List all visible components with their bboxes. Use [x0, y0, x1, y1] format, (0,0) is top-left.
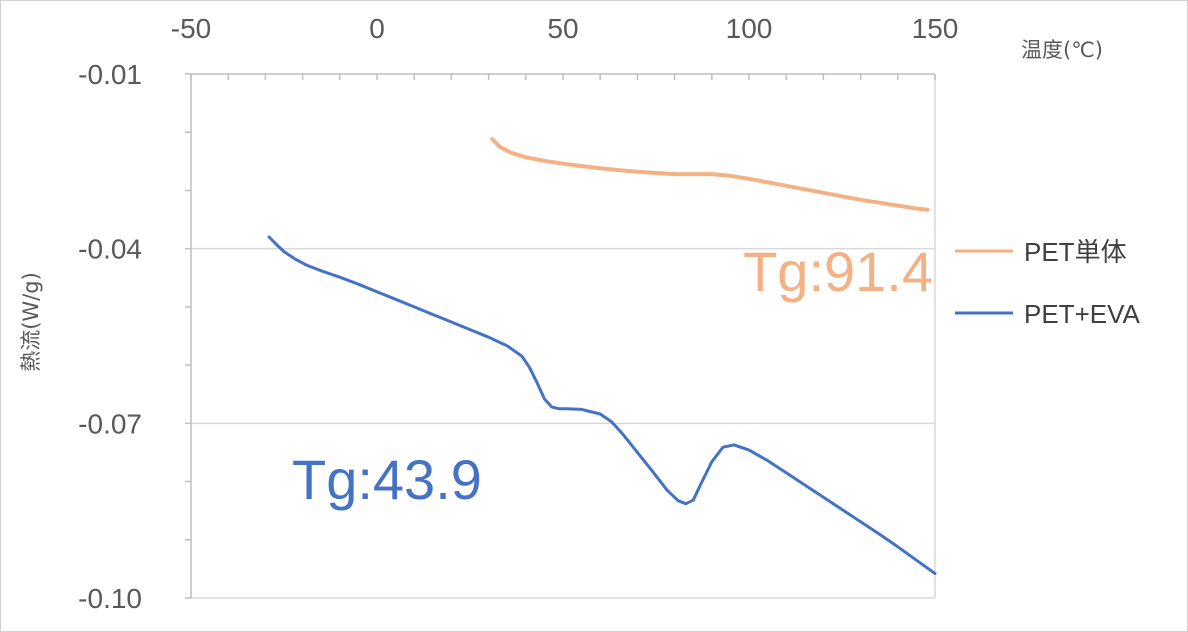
series-line-0	[490, 137, 930, 212]
x-tick-label-0: -50	[171, 13, 211, 44]
annotation-tg-pet-eva: Tg:43.9	[292, 448, 482, 511]
legend-label-pet: PET単体	[1024, 237, 1127, 267]
series-lines	[267, 137, 937, 575]
series-line-1	[267, 235, 937, 575]
y-tick-label-3: -0.10	[78, 583, 142, 614]
x-tick-label-3: 100	[726, 13, 773, 44]
legend: PET単体 PET+EVA	[955, 237, 1141, 329]
y-axis: -0.01 -0.04 -0.07 -0.10	[78, 59, 191, 614]
y-tick-label-1: -0.04	[78, 234, 142, 265]
x-axis-title: 温度(℃)	[1021, 38, 1103, 62]
x-tick-label-1: 0	[369, 13, 385, 44]
annotation-tg-pet: Tg:91.4	[743, 240, 933, 303]
y-tick-label-0: -0.01	[78, 59, 142, 90]
plot-area	[190, 73, 936, 598]
gridlines	[191, 247, 935, 599]
x-tick-label-2: 50	[547, 13, 578, 44]
y-tick-label-2: -0.07	[78, 408, 142, 439]
x-axis: -50 0 50 100 150	[171, 13, 959, 80]
legend-label-pet-eva: PET+EVA	[1024, 299, 1141, 329]
x-tick-label-4: 150	[912, 13, 959, 44]
y-axis-title: 熱流(W/g)	[19, 272, 43, 372]
